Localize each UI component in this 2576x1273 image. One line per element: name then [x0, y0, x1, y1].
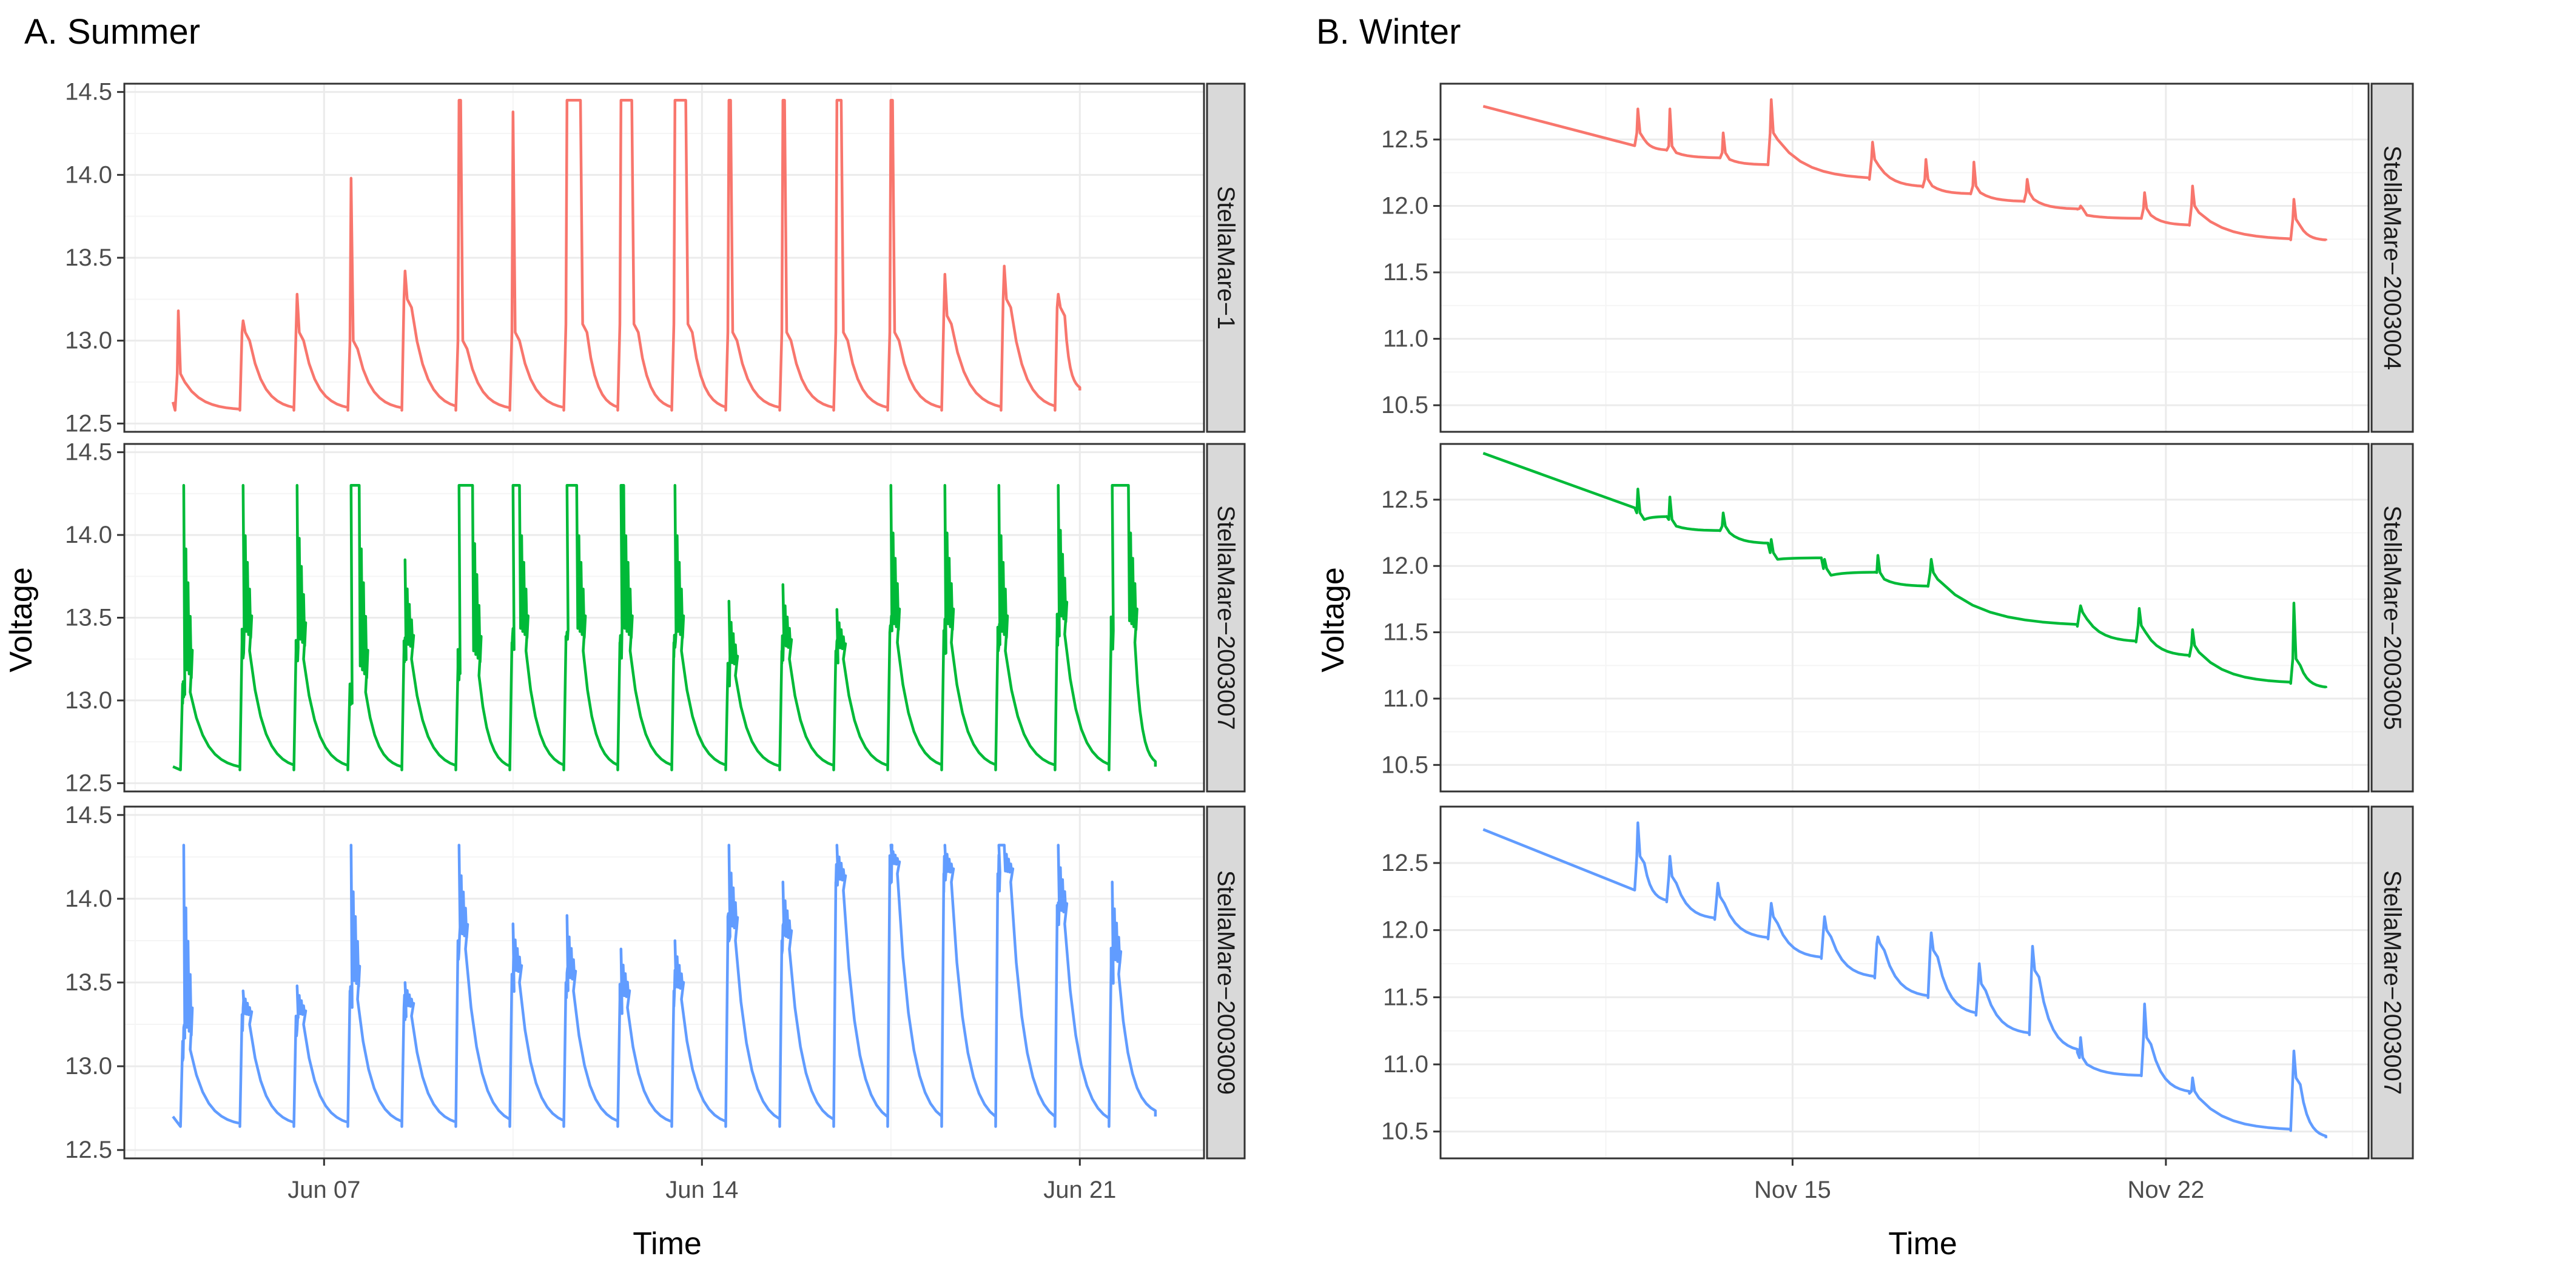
- series-line: [1482, 98, 2327, 241]
- panel-border: [1439, 443, 2370, 793]
- winter-chart: B. Winter StellaMare−2003004 10.5 11.0 11.5 1…: [1316, 12, 2414, 1261]
- facet-strip: [2370, 443, 2414, 793]
- facet-panel: StellaMare−2003005 10.5 11.0 11.5 12.0 12.5: [1381, 443, 2414, 793]
- facet-strip-label: StellaMare−1: [1212, 186, 1239, 330]
- y-tick-label: 14.0: [65, 885, 112, 912]
- x-tick-label: Nov 15: [1754, 1177, 1831, 1203]
- y-tick-label: 11.5: [1383, 259, 1428, 286]
- y-tick-label: 12.5: [65, 1137, 112, 1163]
- facet-strip: [2370, 82, 2414, 433]
- chart-title: A. Summer: [24, 12, 200, 52]
- series-line: [1482, 821, 2327, 1138]
- chart-title: B. Winter: [1316, 12, 1461, 52]
- y-tick-label: 12.5: [65, 410, 112, 437]
- y-tick-label: 14.5: [65, 802, 112, 828]
- facet-strip-label: StellaMare−2003009: [1212, 870, 1239, 1095]
- facet-panel: StellaMare−1 12.5 13.0 13.5 14.0 14.5: [65, 79, 1246, 437]
- y-tick-label: 12.5: [1381, 486, 1428, 513]
- facet-strip: [1206, 443, 1246, 793]
- y-tick-label: 10.5: [1381, 392, 1428, 418]
- series-line: [171, 99, 1081, 412]
- y-tick-label: 14.5: [65, 79, 112, 106]
- y-tick-label: 14.0: [65, 161, 112, 188]
- panel-border: [1439, 805, 2370, 1160]
- y-tick-label: 11.5: [1383, 619, 1428, 646]
- panel-border: [1439, 82, 2370, 433]
- series-line: [172, 483, 1157, 771]
- series-line: [172, 844, 1157, 1128]
- facet-strip-label: StellaMare−2003005: [2379, 505, 2406, 730]
- y-tick-label: 10.5: [1381, 1118, 1428, 1145]
- facet-strip-label: StellaMare−2003007: [2379, 870, 2406, 1095]
- y-tick-label: 11.5: [1383, 984, 1428, 1010]
- y-tick-label: 11.0: [1383, 326, 1428, 352]
- panel-background: [1441, 444, 2369, 791]
- y-axis-title: Voltage: [1316, 567, 1351, 673]
- y-tick-label: 11.0: [1383, 685, 1428, 712]
- x-tick-label: Jun 07: [288, 1177, 360, 1203]
- y-tick-label: 14.0: [65, 522, 112, 548]
- summer-chart: A. Summer StellaMare−1 12.5 13.0 13.5 14.0 14.…: [4, 12, 1246, 1261]
- facet-strip: [1206, 805, 1246, 1160]
- y-tick-label: 12.0: [1381, 193, 1428, 220]
- y-tick-label: 13.0: [65, 687, 112, 714]
- y-tick-label: 12.5: [65, 770, 112, 796]
- y-tick-label: 11.0: [1383, 1051, 1428, 1078]
- y-tick-label: 13.5: [65, 244, 112, 271]
- y-tick-label: 13.5: [65, 969, 112, 996]
- facet-panel: StellaMare−2003009 12.5 13.0 13.5 14.0 14.5 Ju…: [65, 802, 1246, 1203]
- panel-background: [1441, 807, 2369, 1158]
- y-tick-label: 12.0: [1381, 917, 1428, 944]
- x-axis-title: Time: [633, 1226, 702, 1261]
- x-axis-title: Time: [1888, 1226, 1957, 1261]
- facet-strip: [2370, 805, 2414, 1160]
- y-tick-label: 13.0: [65, 1053, 112, 1080]
- facet-strip: [1206, 82, 1246, 433]
- facet-panel: StellaMare−2003007 12.5 13.0 13.5 14.0 14.5: [65, 439, 1246, 796]
- y-tick-label: 13.0: [65, 327, 112, 354]
- facet-panel: StellaMare−2003004 10.5 11.0 11.5 12.0 12.5: [1381, 82, 2414, 433]
- y-tick-label: 12.0: [1381, 553, 1428, 579]
- facet-strip-label: StellaMare−2003007: [1212, 505, 1239, 730]
- y-tick-label: 12.5: [1381, 126, 1428, 153]
- facet-panel: StellaMare−2003007 10.5 11.0 11.5 12.0 12.5 No…: [1381, 805, 2414, 1203]
- series-line: [1482, 452, 2327, 689]
- facet-strip-label: StellaMare−2003004: [2379, 146, 2406, 370]
- y-tick-label: 12.5: [1381, 850, 1428, 876]
- x-tick-label: Jun 21: [1043, 1177, 1116, 1203]
- y-tick-label: 14.5: [65, 439, 112, 466]
- y-tick-label: 13.5: [65, 605, 112, 631]
- y-tick-label: 10.5: [1381, 751, 1428, 778]
- y-axis-title: Voltage: [4, 567, 39, 673]
- panel-background: [1441, 84, 2369, 432]
- x-tick-label: Nov 22: [2127, 1177, 2204, 1203]
- x-tick-label: Jun 14: [665, 1177, 738, 1203]
